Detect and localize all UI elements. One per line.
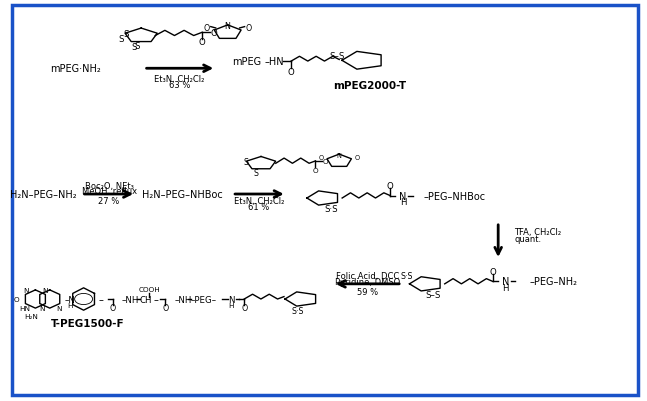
Text: –PEG–NHBoc: –PEG–NHBoc [423,191,485,201]
Text: O: O [319,154,324,160]
Text: TFA, CH₂Cl₂: TFA, CH₂Cl₂ [514,228,562,237]
Text: S: S [123,30,128,39]
Text: O: O [241,304,247,312]
Text: O: O [203,24,210,33]
Text: –PEG–: –PEG– [191,295,217,304]
Text: 59 %: 59 % [357,288,378,297]
Text: H: H [228,302,234,308]
Text: Folic Acid, DCC: Folic Acid, DCC [336,271,399,281]
Text: H₂N–PEG–NH₂: H₂N–PEG–NH₂ [10,190,76,200]
Text: H₂N–PEG–NHBoc: H₂N–PEG–NHBoc [142,190,223,200]
Text: Boc₂O, NEt₃: Boc₂O, NEt₃ [85,181,133,190]
Text: O: O [313,168,318,174]
Text: S: S [118,34,124,44]
Text: 27 %: 27 % [98,197,120,206]
Text: O: O [199,38,205,47]
Text: S: S [134,42,140,51]
Text: O: O [210,29,217,38]
Text: S–S: S–S [426,290,441,299]
Text: –: – [153,294,159,304]
Text: –: – [99,294,104,304]
Text: O: O [288,67,294,76]
Text: –N: –N [64,295,75,304]
Text: H: H [400,198,406,207]
Text: MeOH, reflux: MeOH, reflux [82,186,137,195]
Text: S–S: S–S [329,51,345,61]
Text: O: O [322,158,328,164]
Text: mPEG2000-T: mPEG2000-T [333,81,406,91]
Text: CH: CH [140,295,153,304]
Text: S·S: S·S [324,205,338,213]
Text: COOH: COOH [138,286,160,292]
Text: Pyridine, DMSO: Pyridine, DMSO [334,277,400,286]
Text: H: H [67,302,72,308]
Text: N: N [39,305,45,311]
Text: S: S [254,168,258,178]
Text: O: O [14,296,20,302]
Text: S: S [131,43,137,52]
Text: N: N [228,295,235,304]
Text: N: N [502,277,509,287]
Text: 63 %: 63 % [169,81,190,89]
Text: O: O [162,304,168,312]
Text: mPEG: mPEG [232,57,261,67]
Text: H₂N: H₂N [24,314,38,320]
Text: H: H [502,283,509,292]
Text: Et₃N, CH₂Cl₂: Et₃N, CH₂Cl₂ [155,75,205,83]
Text: N: N [23,288,29,294]
Text: N: N [337,153,342,159]
Text: 61 %: 61 % [248,203,270,212]
Text: N: N [225,22,230,31]
Text: O: O [355,154,360,160]
Text: S·S: S·S [291,306,304,315]
Text: –HN: –HN [264,57,284,67]
Text: O: O [246,24,252,33]
Text: quant.: quant. [514,234,542,243]
Text: S·S: S·S [401,271,413,281]
Text: mPEG·NH₂: mPEG·NH₂ [50,64,100,74]
Text: O: O [387,181,393,190]
Text: N: N [56,305,61,311]
Text: O: O [110,304,116,312]
Text: N: N [399,191,407,201]
Text: T-PEG1500-F: T-PEG1500-F [51,318,125,328]
Text: –PEG–NH₂: –PEG–NH₂ [530,277,578,287]
Text: HN: HN [19,305,30,311]
Text: –NH: –NH [122,295,139,304]
Text: N: N [42,288,47,294]
Text: –NH: –NH [174,295,192,304]
Text: O: O [489,267,496,276]
Text: Et₃N, CH₂Cl₂: Et₃N, CH₂Cl₂ [234,197,284,206]
Text: S: S [243,158,248,167]
